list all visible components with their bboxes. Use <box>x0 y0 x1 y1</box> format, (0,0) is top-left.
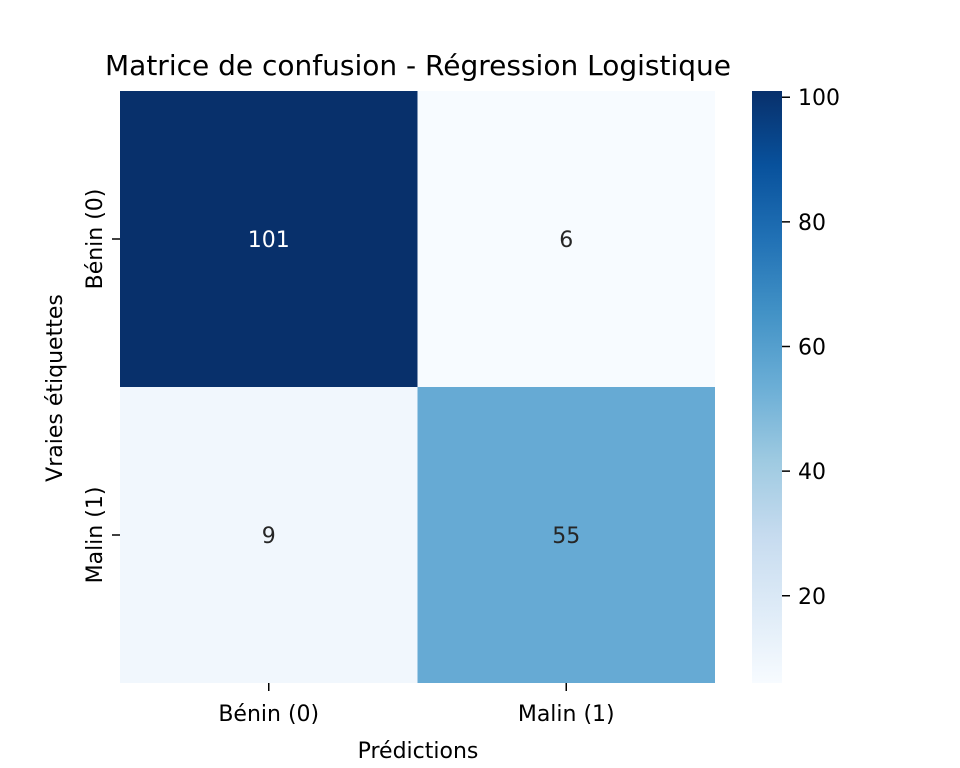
cell-value-label: 9 <box>262 524 276 549</box>
colorbar-tick-label: 20 <box>798 585 826 610</box>
x-axis-ticks: Bénin (0) Malin (1) <box>218 683 615 727</box>
y-axis-label: Vraies étiquettes <box>43 294 68 482</box>
chart-title: Matrice de confusion - Régression Logist… <box>105 49 731 82</box>
y-axis-ticks: Bénin (0) Malin (1) <box>83 189 120 584</box>
heatmap-cell <box>120 387 418 683</box>
heatmap-cells <box>120 91 715 683</box>
colorbar <box>752 91 782 683</box>
colorbar-tick-label: 100 <box>798 86 840 111</box>
y-tick-label: Bénin (0) <box>83 189 108 290</box>
x-tick-label: Bénin (0) <box>218 702 319 727</box>
y-tick-label: Malin (1) <box>83 487 108 584</box>
colorbar-ticks: 20 40 60 80 100 <box>782 86 840 610</box>
colorbar-tick-label: 40 <box>798 460 826 485</box>
colorbar-tick-label: 80 <box>798 211 826 236</box>
heatmap-cell-labels: 101 6 9 55 <box>248 228 581 549</box>
heatmap-cell <box>417 91 715 387</box>
cell-value-label: 55 <box>552 524 580 549</box>
colorbar-tick-label: 60 <box>798 335 826 360</box>
cell-value-label: 6 <box>559 228 573 253</box>
cell-value-label: 101 <box>248 228 290 253</box>
x-axis-label: Prédictions <box>358 739 479 764</box>
heatmap-cell <box>120 91 418 387</box>
x-tick-label: Malin (1) <box>518 702 615 727</box>
heatmap-cell <box>417 387 715 683</box>
